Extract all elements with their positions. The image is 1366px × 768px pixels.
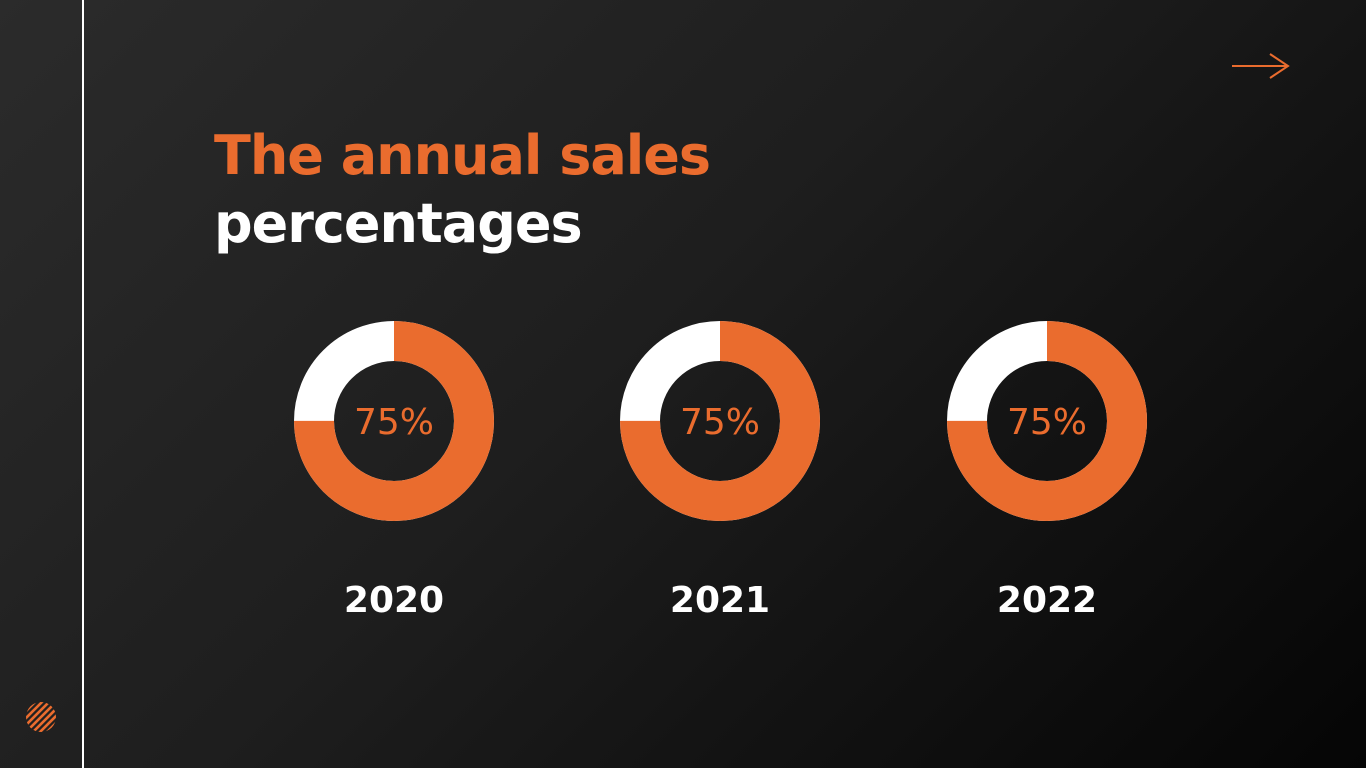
title-line-1: The annual sales: [214, 124, 711, 187]
page-title: The annual sales percentages: [214, 122, 711, 258]
title-line-2: percentages: [214, 192, 583, 255]
arrow-right-icon[interactable]: [1230, 52, 1292, 80]
year-label: 2021: [670, 580, 770, 621]
donut-value-slice: [294, 321, 494, 521]
year-label: 2020: [344, 580, 444, 621]
donut-chart-2022: 75% 2022: [947, 321, 1147, 621]
side-divider-line: [82, 0, 84, 768]
striped-circle-logo-icon: [26, 702, 56, 732]
donut-value-slice: [620, 321, 820, 521]
donut-chart-2021: 75% 2021: [620, 321, 820, 621]
donut-value-slice: [947, 321, 1147, 521]
percentage-label: 75%: [354, 402, 434, 443]
percentage-label: 75%: [680, 402, 760, 443]
percentage-label: 75%: [1007, 402, 1087, 443]
year-label: 2022: [997, 580, 1097, 621]
donut-chart-2020: 75% 2020: [294, 321, 494, 621]
